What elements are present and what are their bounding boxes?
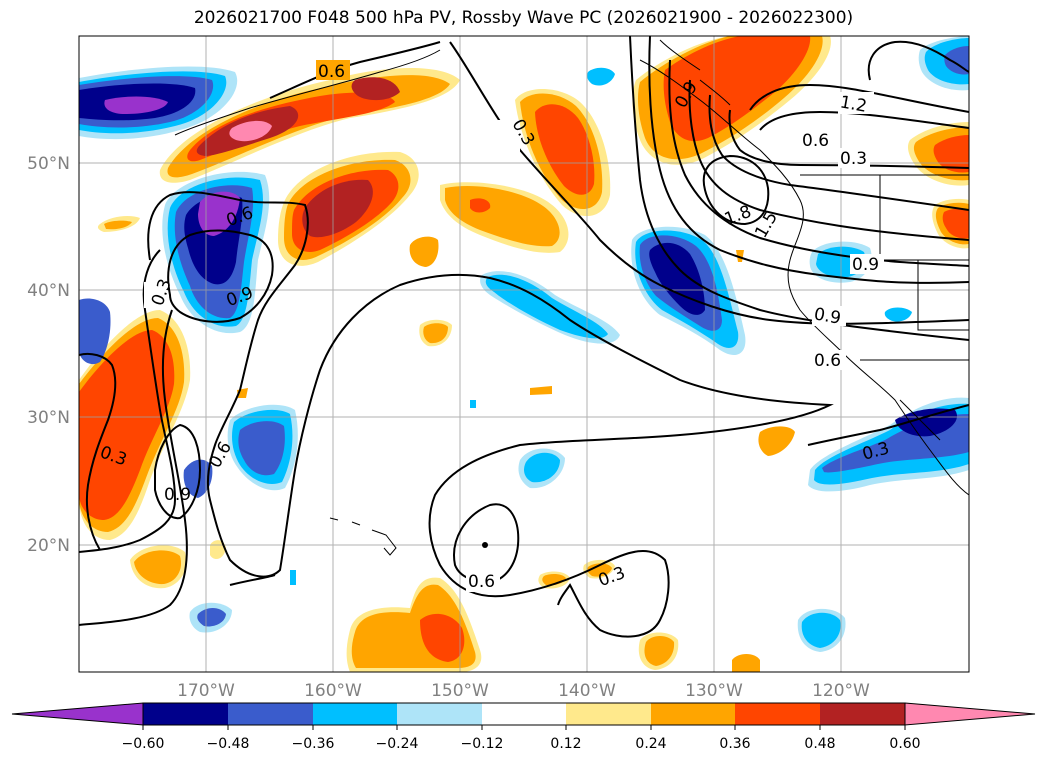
lat-label: 40°N <box>27 281 70 301</box>
contour-label: 0.9 <box>812 304 842 328</box>
contour-label: 0.3 <box>840 149 867 169</box>
contour-label: 0.6 <box>318 62 345 82</box>
shading-blob-135w <box>631 226 746 355</box>
longitude-labels: 170°W 160°W 150°W 140°W 130°W 120°W <box>177 681 870 701</box>
shading-band-175w-30n <box>79 310 191 540</box>
contour-line <box>79 309 188 626</box>
contour-line <box>688 79 969 241</box>
contour-center-marker <box>482 542 488 548</box>
shading-band-145w-40n <box>480 271 620 344</box>
coastlines <box>174 39 969 556</box>
lon-label: 170°W <box>177 681 235 701</box>
shading-small-orange-6 <box>758 426 795 456</box>
gridlines <box>79 36 969 672</box>
colorbar-tick-label: −0.36 <box>292 736 335 752</box>
shading-small-cyan-3 <box>524 452 560 483</box>
colorbar-ticks <box>142 725 906 730</box>
colorbar-extend-right <box>904 702 1036 726</box>
colorbar-segment <box>397 703 482 725</box>
shading-west-negative <box>79 66 238 140</box>
contour-label: 1.2 <box>838 92 868 116</box>
shading-aleutian-positive <box>159 67 460 183</box>
shading-small-orange-10 <box>644 636 675 666</box>
colorbar-extend-left <box>11 702 144 726</box>
contour-line <box>708 94 969 211</box>
colorbar-tick-label: 0.24 <box>635 736 666 752</box>
shading-small-orange-11 <box>732 654 760 672</box>
shading-small-orange-4 <box>423 323 448 344</box>
contour-line <box>229 574 276 586</box>
contour-label: 0.6 <box>814 351 841 371</box>
contour-line <box>807 404 969 446</box>
colorbar-tick-label: −0.48 <box>207 736 250 752</box>
shading-blob-168w <box>162 171 270 334</box>
shading-small-orange-1 <box>409 236 439 267</box>
shading-small-cyan-1 <box>587 67 615 86</box>
contour-line <box>79 352 117 551</box>
colorbar-tick-label: −0.60 <box>122 736 165 752</box>
lat-label: 20°N <box>27 536 70 556</box>
contour-line <box>269 41 441 99</box>
lat-label: 50°N <box>27 154 70 174</box>
colorbar: −0.60 −0.48 −0.36 −0.24 −0.12 0.12 0.24 … <box>11 702 1036 752</box>
colorbar-segment <box>313 703 397 725</box>
colorbar-tick-label: 0.36 <box>719 736 750 752</box>
map-title: 2026021700 F048 500 hPa PV, Rossby Wave … <box>193 8 854 28</box>
colorbar-tick-label: −0.12 <box>461 736 504 752</box>
lon-label: 140°W <box>558 681 616 701</box>
colorbar-segment <box>566 703 651 725</box>
shading-small-cyan-4 <box>801 612 841 648</box>
contour-line <box>648 36 969 284</box>
colorbar-tick-label: 0.60 <box>889 736 920 752</box>
shading-blob-145w <box>515 88 611 217</box>
colorbar-segment <box>820 703 905 725</box>
shading-small-orange-9 <box>587 563 612 577</box>
shading-socal-negative <box>808 397 969 492</box>
shading-rightedge-positive <box>907 122 969 249</box>
contour-line <box>167 229 274 323</box>
contour-line <box>749 83 969 113</box>
map-frame <box>78 35 970 673</box>
lat-label: 30°N <box>27 408 70 428</box>
colorbar-segment <box>482 703 566 725</box>
shading-blob-150w-15n <box>346 577 482 672</box>
colorbar-tick-label: −0.24 <box>376 736 419 752</box>
shading-small-blue-west <box>79 298 111 365</box>
colorbar-tick-label: 0.48 <box>804 736 835 752</box>
colorbar-segment <box>735 703 820 725</box>
shading-band-150w <box>440 182 569 253</box>
shading-small-orange-2 <box>104 220 132 230</box>
shading-blob-160w <box>278 151 419 266</box>
colorbar-segment <box>651 703 735 725</box>
colorbar-segment <box>228 703 313 725</box>
contour-label: 0.6 <box>468 572 495 592</box>
contour-label: 0.9 <box>164 485 191 505</box>
contour-line <box>702 154 770 226</box>
shading-small-orange-5 <box>530 386 552 395</box>
contour-line <box>759 110 969 131</box>
contour-line <box>147 191 834 638</box>
colorbar-segment <box>143 703 228 725</box>
lon-label: 160°W <box>304 681 362 701</box>
shading-band-130w-55n <box>632 36 831 165</box>
contour-labels: 0.6 0.3 0.6 0.9 0.3 0.9 0.3 0.6 0.9 1.2 … <box>97 60 892 592</box>
contour-label: 0.9 <box>852 255 879 275</box>
latitude-labels: 50°N 40°N 30°N 20°N <box>27 154 70 556</box>
shading-small-blue-2 <box>197 608 226 627</box>
shading-small-cyan-2 <box>290 570 296 585</box>
shading-small-cyan-5 <box>470 400 476 408</box>
contour-line <box>728 109 969 169</box>
lon-label: 130°W <box>685 681 743 701</box>
lon-label: 120°W <box>812 681 870 701</box>
shading-small-orange-3 <box>134 550 182 585</box>
shading-blob-165w-28n <box>183 404 298 498</box>
colorbar-tick-label: 0.12 <box>550 736 581 752</box>
contour-label: 0.6 <box>802 131 829 151</box>
contour-line <box>668 59 969 267</box>
shading-topright-negative <box>918 36 969 91</box>
lon-label: 150°W <box>431 681 489 701</box>
contour-line <box>867 40 969 81</box>
contour-line <box>154 423 202 520</box>
